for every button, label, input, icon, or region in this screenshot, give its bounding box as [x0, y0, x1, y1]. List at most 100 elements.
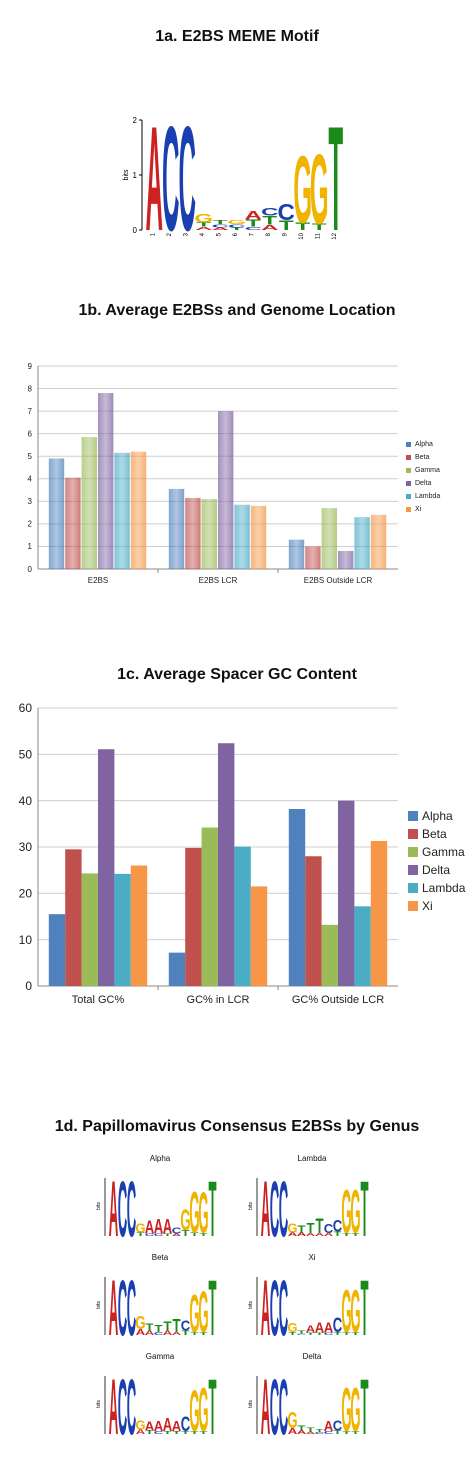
- logo-letter-A: A: [109, 1166, 118, 1244]
- logo-letter-C: C: [228, 223, 246, 228]
- logo-letter-A: A: [154, 1214, 164, 1238]
- genus-logo-y-label: bits: [96, 1202, 102, 1210]
- logo-letter-C: C: [127, 1364, 136, 1442]
- y-tick-label: 5: [28, 452, 33, 461]
- logo-letter-T: T: [360, 1166, 368, 1244]
- logo-letter-A: A: [306, 1323, 316, 1335]
- legend-entry: Xi: [415, 506, 422, 513]
- logo-letter-G: G: [287, 1320, 297, 1335]
- logo-letter-C: C: [333, 1217, 343, 1236]
- chart-legend: Alpha Beta Gamma Delta Lambda Xi: [406, 441, 440, 513]
- category-label: GC% in LCR: [187, 994, 250, 1006]
- logo-position-label: 8: [266, 232, 272, 236]
- logo-letter-T: T: [351, 1233, 359, 1238]
- logo-position-label: 1: [150, 232, 156, 236]
- bar-lambda: [234, 846, 251, 986]
- logo-letter-T: T: [196, 221, 211, 228]
- logo-letter-A: A: [136, 1328, 146, 1337]
- bar-delta: [218, 743, 235, 986]
- logo-letter-G: G: [287, 1407, 297, 1433]
- logo-letter-A: A: [288, 1232, 297, 1238]
- logo-letter-A: A: [109, 1364, 118, 1442]
- bar-lambda: [354, 906, 371, 986]
- legend-swatch: [408, 811, 418, 821]
- legend-entry: Delta: [415, 480, 431, 487]
- bar-xi: [250, 886, 268, 986]
- bar-beta: [305, 546, 321, 569]
- bar-lambda: [114, 452, 130, 569]
- genus-logo-title: Alpha: [149, 1154, 171, 1163]
- logo-letter-T: T: [262, 214, 277, 227]
- logo-letter-T: T: [181, 1229, 189, 1238]
- logo-letter-T: T: [181, 1330, 190, 1337]
- logo-letter-G: G: [350, 1176, 360, 1244]
- logo-letter-A: A: [195, 226, 213, 231]
- bar-delta: [98, 749, 115, 986]
- legend-entry: Xi: [422, 899, 433, 913]
- bar-xi: [250, 505, 267, 569]
- logo-letter-G: G: [293, 136, 312, 243]
- logo-letter-T: T: [312, 222, 327, 232]
- logo-letter-G: G: [350, 1278, 360, 1343]
- logo-letter-T: T: [163, 1233, 171, 1237]
- logo-y-axis: 0 1 2 bits: [123, 116, 143, 235]
- y-tick-label: 2: [28, 520, 33, 529]
- logo-position-label: 10: [299, 232, 305, 239]
- bar-alpha: [48, 458, 65, 569]
- logo-letter-T: T: [199, 1233, 207, 1238]
- y-tick-label: 4: [28, 475, 33, 484]
- logo-letter-T: T: [306, 1219, 315, 1236]
- logo-letter-C: C: [245, 226, 263, 231]
- logo-letter-C: C: [162, 100, 179, 246]
- logo-letter-G: G: [341, 1374, 351, 1442]
- logo-letter-C: C: [324, 1332, 334, 1336]
- bar-delta: [338, 550, 354, 569]
- logo-letter-C: C: [333, 1313, 343, 1337]
- logo-letter-T: T: [333, 1332, 341, 1337]
- genus-logo-y-label: bits: [96, 1400, 102, 1408]
- bar-delta: [338, 800, 355, 986]
- bar-beta: [65, 477, 81, 569]
- logo-letter-C: C: [278, 200, 295, 225]
- logo-letter-G: G: [189, 1379, 199, 1442]
- logo-letter-C: C: [315, 1432, 325, 1435]
- logo-letter-T: T: [136, 1232, 144, 1238]
- logo-position-label: 9: [282, 232, 288, 236]
- y-tick-label: 1: [28, 542, 33, 551]
- title-1a: 1a. E2BS MEME Motif: [155, 28, 319, 45]
- legend-entry: Beta: [422, 827, 447, 841]
- logo-letter-A: A: [136, 1429, 146, 1436]
- logo-letter-T: T: [199, 1431, 207, 1436]
- y-tick-label: 3: [28, 497, 33, 506]
- logo-letter-C: C: [270, 1364, 279, 1442]
- logo-letter-T: T: [315, 1214, 323, 1238]
- bar-lambda: [234, 504, 250, 569]
- logo-letter-T: T: [306, 1428, 314, 1434]
- legend-entry: Beta: [415, 454, 430, 461]
- logo-letter-A: A: [297, 1430, 306, 1436]
- logo-letter-T: T: [306, 1332, 314, 1336]
- logo-letter-C: C: [324, 1431, 333, 1436]
- bar-beta: [185, 497, 201, 569]
- bar-alpha: [168, 952, 186, 986]
- bar-delta: [218, 411, 234, 569]
- logo-letter-A: A: [261, 1166, 270, 1244]
- logo-letter-G: G: [135, 1313, 145, 1334]
- legend-swatch: [406, 442, 411, 447]
- logo-letter-T: T: [163, 1319, 171, 1334]
- category-label: E2BS: [88, 576, 108, 585]
- logo-letter-C: C: [279, 1166, 288, 1244]
- bar-xi: [370, 514, 387, 569]
- logo-letter-C: C: [154, 1332, 163, 1337]
- logo-letter-A: A: [109, 1265, 118, 1343]
- bar-alpha: [168, 488, 185, 569]
- legend-swatch: [408, 847, 418, 857]
- legend-swatch: [408, 901, 418, 911]
- bar-alpha: [48, 914, 66, 986]
- logo-letter-A: A: [145, 1217, 155, 1238]
- logo-letter-G: G: [350, 1374, 360, 1442]
- logo-letter-T: T: [163, 1431, 171, 1436]
- y-tick-label: 30: [19, 840, 33, 854]
